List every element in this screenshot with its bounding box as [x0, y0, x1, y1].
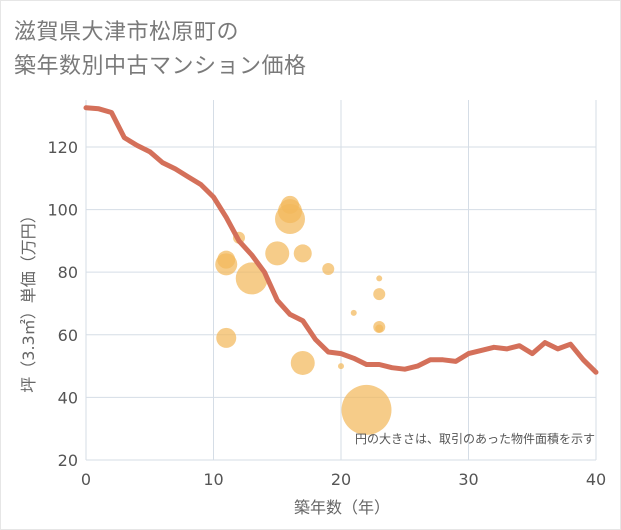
y-tick-label: 120 — [47, 138, 78, 157]
bubble-point — [376, 275, 383, 282]
y-tick-label: 40 — [58, 388, 78, 407]
bubble-point — [265, 241, 290, 266]
y-axis-label: 坪（3.3㎡）単価（万円） — [19, 207, 38, 392]
bubble-point — [293, 244, 312, 263]
trend-line-series — [83, 105, 599, 375]
chart-title: 滋賀県大津市松原町の 築年数別中古マンション価格 — [14, 16, 307, 84]
bubble-point — [338, 363, 344, 370]
y-tick-label: 80 — [58, 263, 78, 282]
y-tick-label: 100 — [47, 201, 78, 220]
chart-title-line-2: 築年数別中古マンション価格 — [14, 54, 307, 79]
x-tick-label: 10 — [203, 470, 223, 489]
bubble-point — [290, 350, 315, 375]
x-tick-label: 20 — [331, 470, 351, 489]
bubble-point — [341, 384, 392, 435]
bubble-point — [275, 203, 305, 234]
x-tick-label: 30 — [458, 470, 478, 489]
bubble-point — [322, 263, 335, 276]
grid — [85, 100, 597, 461]
bubble-point — [216, 327, 237, 348]
y-tick-label: 60 — [58, 326, 78, 345]
bubble-point — [373, 288, 386, 301]
x-tick-label: 0 — [81, 470, 91, 489]
tick-labels: 0 10 20 30 40 20 40 60 80 100 120 — [47, 138, 606, 489]
chart-title-line-1: 滋賀県大津市松原町の — [14, 20, 240, 45]
x-tick-label: 40 — [586, 470, 606, 489]
y-tick-label: 20 — [58, 451, 78, 470]
x-axis-label: 築年数（年） — [294, 498, 390, 517]
bubble-point — [375, 324, 384, 333]
bubble-size-note: 円の大きさは、取引のあった物件面積を示す — [355, 431, 595, 446]
bubble-point — [235, 262, 268, 295]
bubble-point — [215, 253, 238, 276]
bubble-point — [350, 309, 357, 316]
trend-line — [83, 105, 599, 375]
bubble-series — [215, 195, 392, 435]
